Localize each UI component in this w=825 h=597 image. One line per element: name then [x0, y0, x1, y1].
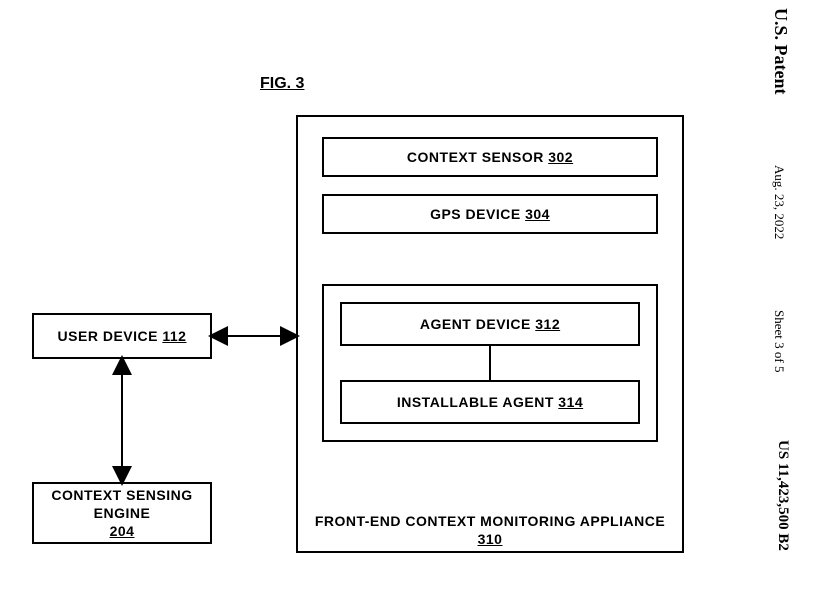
- label-gps-device: GPS DEVICE 304: [430, 206, 550, 222]
- box-agent-device: AGENT DEVICE 312: [340, 302, 640, 346]
- label-installable-agent: INSTALLABLE AGENT 314: [397, 394, 583, 410]
- figure-title: FIG. 3: [260, 75, 304, 93]
- meta-patent-header: U.S. Patent: [770, 8, 791, 95]
- box-installable-agent: INSTALLABLE AGENT 314: [340, 380, 640, 424]
- label-appliance: FRONT-END CONTEXT MONITORING APPLIANCE31…: [298, 512, 682, 548]
- side-metadata: U.S. Patent Aug. 23, 2022 Sheet 3 of 5 U…: [735, 0, 825, 597]
- meta-date: Aug. 23, 2022: [771, 165, 787, 239]
- box-user-device: USER DEVICE 112: [32, 313, 212, 359]
- meta-patent-number: US 11,423,500 B2: [774, 440, 791, 551]
- patent-figure-page: U.S. Patent Aug. 23, 2022 Sheet 3 of 5 U…: [0, 0, 825, 597]
- label-agent-device: AGENT DEVICE 312: [420, 316, 560, 332]
- box-gps-device: GPS DEVICE 304: [322, 194, 658, 234]
- label-context-sensor: CONTEXT SENSOR 302: [407, 149, 573, 165]
- box-context-engine: CONTEXT SENSING ENGINE204: [32, 482, 212, 544]
- box-context-sensor: CONTEXT SENSOR 302: [322, 137, 658, 177]
- meta-sheet: Sheet 3 of 5: [771, 310, 787, 372]
- label-context-engine: CONTEXT SENSING ENGINE204: [34, 486, 210, 541]
- label-user-device: USER DEVICE 112: [58, 328, 187, 344]
